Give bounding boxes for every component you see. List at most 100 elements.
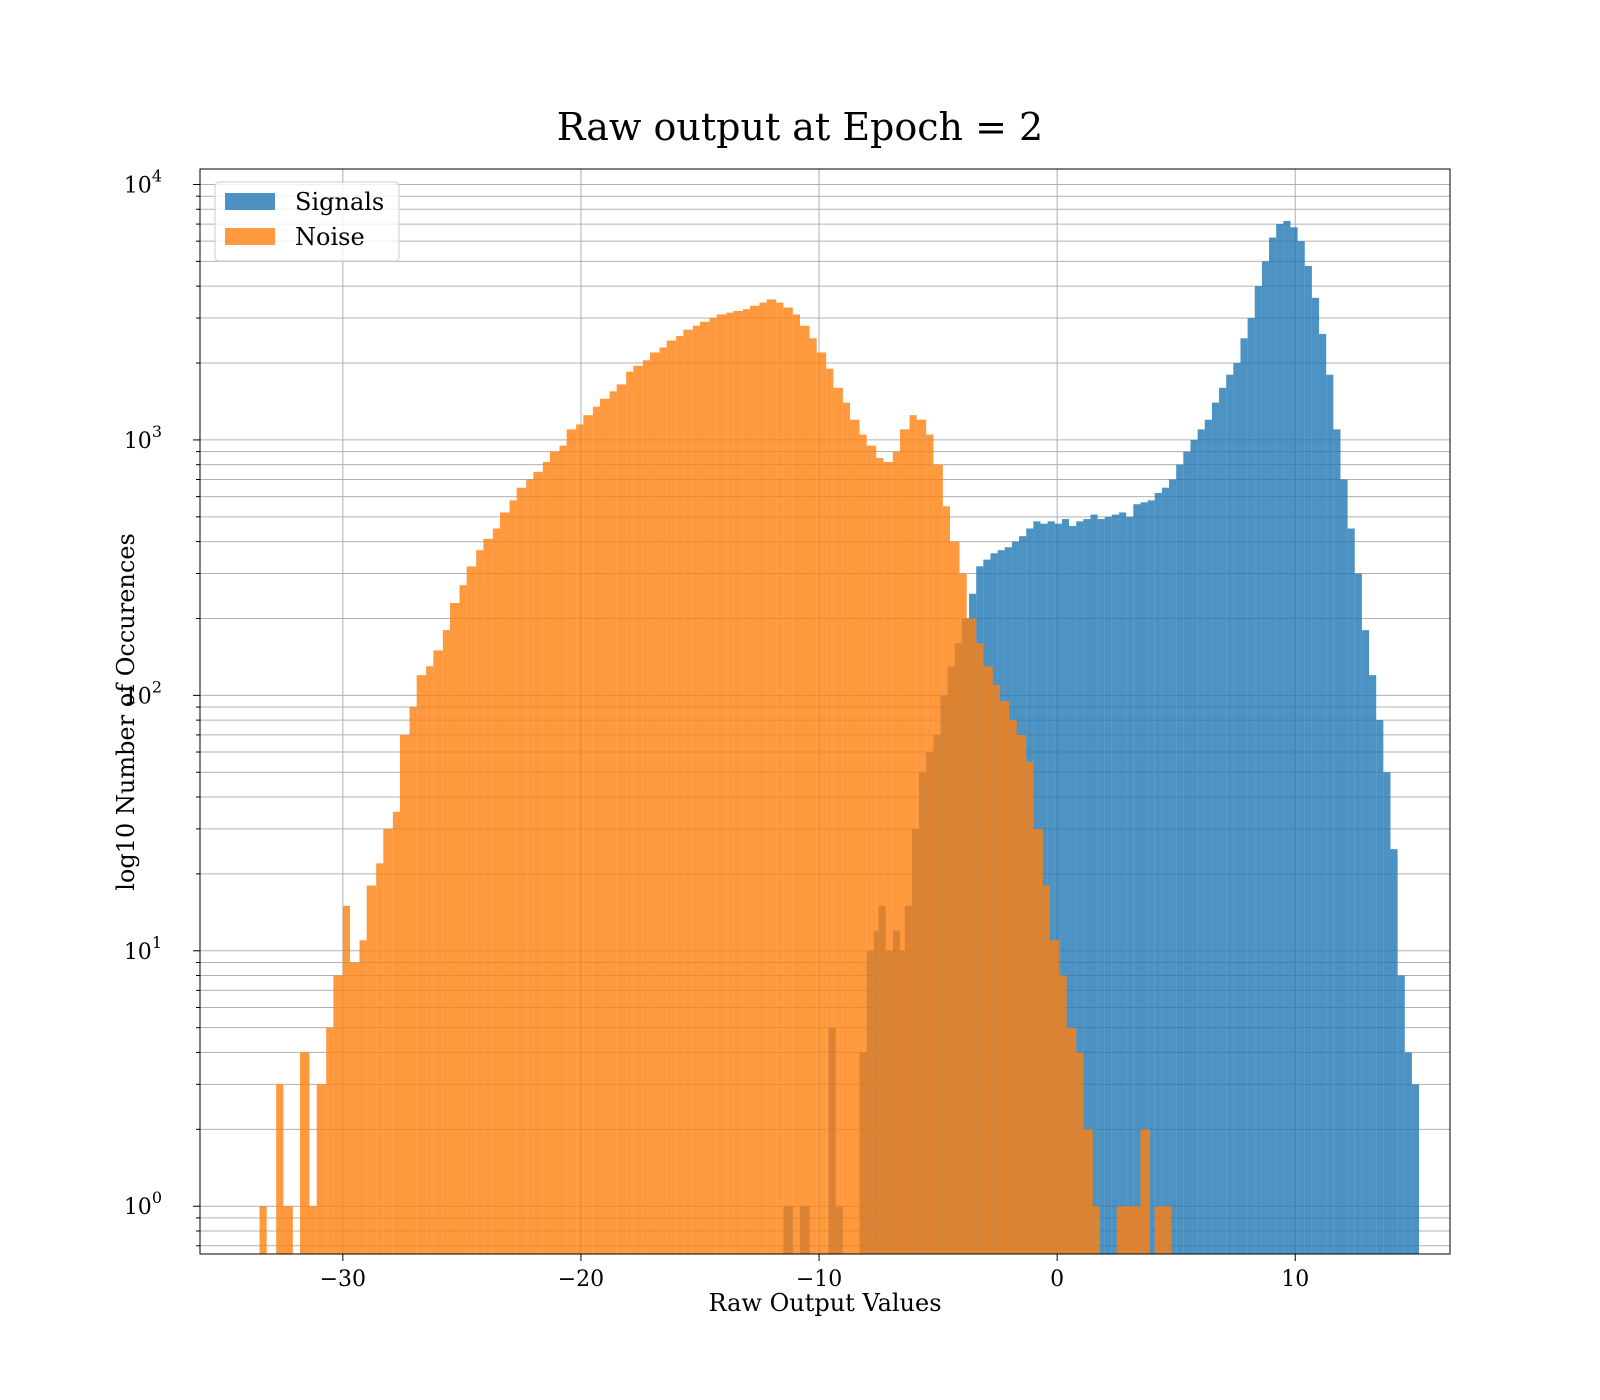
bar-signals xyxy=(1269,237,1277,1254)
bar-noise xyxy=(976,643,984,1254)
bar-signals xyxy=(1340,479,1348,1255)
bar-noise xyxy=(950,541,960,1254)
bar-noise xyxy=(609,391,617,1254)
bar-noise xyxy=(859,434,867,1255)
bar-signals xyxy=(1219,387,1227,1254)
legend-label-noise: Noise xyxy=(295,223,365,251)
legend: Signals Noise xyxy=(214,181,400,262)
bar-noise xyxy=(283,1206,293,1254)
bar-signals xyxy=(1226,374,1234,1254)
bar-noise xyxy=(716,314,727,1255)
bar-signals xyxy=(1361,630,1370,1254)
bar-signals xyxy=(1076,521,1084,1254)
legend-label-signals: Signals xyxy=(295,188,384,216)
bar-noise xyxy=(316,1084,327,1254)
bar-noise xyxy=(442,630,450,1254)
bar-noise xyxy=(676,336,684,1254)
bar-signals xyxy=(1319,333,1327,1254)
y-tick-label: 104 xyxy=(124,167,162,199)
bar-noise xyxy=(492,528,500,1254)
bar-noise xyxy=(1076,1052,1084,1254)
bar-noise xyxy=(550,451,560,1254)
bar-signals xyxy=(1347,528,1355,1254)
bar-noise xyxy=(359,940,367,1254)
bar-noise xyxy=(1123,1206,1134,1254)
bar-signals xyxy=(1311,297,1320,1255)
bar-noise xyxy=(633,365,643,1255)
bar-signals xyxy=(1061,519,1070,1254)
bar-noise xyxy=(1133,1206,1141,1254)
bar-noise xyxy=(809,338,817,1254)
bar-signals xyxy=(1069,526,1077,1254)
bar-noise xyxy=(409,707,417,1254)
bar-noise xyxy=(1092,1206,1100,1254)
bar-noise xyxy=(759,302,767,1254)
bar-signals xyxy=(1119,512,1127,1254)
bar-noise xyxy=(933,464,943,1255)
bar-noise xyxy=(683,329,693,1254)
bar-noise xyxy=(533,471,543,1255)
bar-noise xyxy=(1083,1129,1093,1254)
legend-swatch-signals xyxy=(225,193,275,210)
bar-noise xyxy=(1033,828,1043,1254)
x-axis-ticks: −30 −20 −10 0 10 xyxy=(320,1254,1309,1292)
x-tick-label: −20 xyxy=(558,1267,604,1292)
bar-noise xyxy=(583,415,593,1254)
bar-noise xyxy=(1050,940,1060,1254)
x-tick-label: −30 xyxy=(320,1267,366,1292)
bar-noise xyxy=(1016,734,1027,1254)
bar-noise xyxy=(942,506,950,1254)
bar-signals xyxy=(1047,521,1055,1254)
bar-signals xyxy=(1204,419,1212,1254)
bar-signals xyxy=(1097,519,1105,1254)
bar-noise xyxy=(992,684,1000,1254)
bar-signals xyxy=(1111,514,1120,1254)
bar-signals xyxy=(1326,374,1334,1254)
bar-signals xyxy=(1083,519,1091,1254)
bar-noise xyxy=(916,419,927,1254)
bar-signals xyxy=(1376,720,1384,1254)
x-tick-label: 0 xyxy=(1050,1267,1064,1292)
bar-noise xyxy=(650,352,660,1255)
bar-noise xyxy=(642,360,650,1254)
plot-area-frame xyxy=(199,168,1451,1255)
y-tick-label: 103 xyxy=(124,422,162,454)
bar-signals xyxy=(1290,227,1298,1255)
bar-noise xyxy=(1026,761,1034,1254)
bar-noise xyxy=(726,312,734,1254)
bar-signals xyxy=(1154,492,1162,1255)
bar-noise xyxy=(416,675,427,1254)
bar-noise xyxy=(659,347,667,1254)
bar-noise xyxy=(776,302,784,1254)
bar-noise xyxy=(509,500,517,1254)
bar-noise xyxy=(392,811,400,1254)
bar-signals xyxy=(1133,504,1141,1254)
bar-noise xyxy=(959,573,967,1254)
bar-signals xyxy=(1333,429,1341,1254)
bar-noise xyxy=(376,863,384,1254)
bar-noise xyxy=(459,585,467,1254)
bar-noise xyxy=(526,479,534,1255)
y-tick-label: 101 xyxy=(124,933,162,965)
bar-signals xyxy=(1126,516,1134,1254)
bar-signals xyxy=(1411,1084,1420,1254)
bar-noise xyxy=(816,352,827,1255)
bar-noise xyxy=(626,371,634,1254)
bar-signals xyxy=(1390,849,1398,1254)
bar-signals xyxy=(1090,514,1098,1254)
bar-noise xyxy=(842,402,850,1254)
bar-noise xyxy=(600,398,610,1254)
bar-signals xyxy=(1197,429,1205,1254)
bar-noise xyxy=(783,307,793,1255)
x-axis-label: Raw Output Values xyxy=(708,1289,941,1317)
bar-noise xyxy=(666,340,677,1254)
bar-noise xyxy=(692,325,700,1254)
bar-signals xyxy=(1147,500,1155,1254)
bar-noise xyxy=(1164,1206,1172,1254)
bar-noise xyxy=(1042,885,1050,1254)
bar-noise xyxy=(559,445,567,1254)
bar-noise xyxy=(766,299,777,1254)
bar-noise xyxy=(433,650,443,1254)
bar-signals xyxy=(1104,516,1112,1254)
bar-noise xyxy=(850,419,860,1254)
